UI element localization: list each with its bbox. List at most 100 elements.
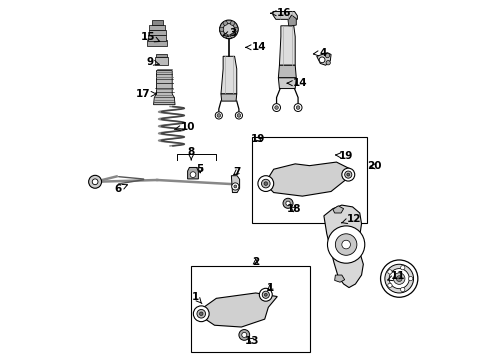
Text: 4: 4 (313, 48, 327, 58)
Polygon shape (279, 26, 295, 65)
Circle shape (347, 173, 350, 176)
Circle shape (286, 201, 290, 206)
Text: 14: 14 (246, 42, 267, 52)
Circle shape (275, 106, 278, 109)
Circle shape (220, 27, 224, 32)
Circle shape (230, 33, 235, 38)
Circle shape (409, 276, 413, 281)
Circle shape (234, 185, 237, 188)
Text: 19: 19 (251, 134, 265, 144)
Circle shape (265, 293, 267, 296)
Text: 1: 1 (267, 283, 274, 293)
Circle shape (197, 310, 205, 318)
Circle shape (335, 234, 357, 255)
Circle shape (388, 283, 392, 288)
Text: 19: 19 (336, 150, 353, 161)
Circle shape (342, 168, 355, 181)
Polygon shape (265, 162, 351, 196)
Text: 12: 12 (342, 214, 362, 224)
Circle shape (223, 21, 227, 25)
Text: 7: 7 (233, 167, 241, 177)
Bar (155, 57, 168, 65)
Circle shape (223, 33, 227, 38)
Text: 15: 15 (141, 32, 160, 42)
Text: 3: 3 (223, 28, 236, 38)
Text: 14: 14 (287, 78, 308, 88)
Circle shape (325, 53, 330, 58)
Bar (148, 35, 166, 41)
Bar (149, 25, 165, 31)
Circle shape (393, 273, 405, 284)
Text: 11: 11 (388, 271, 406, 281)
Polygon shape (221, 56, 237, 94)
Circle shape (190, 172, 196, 177)
Circle shape (237, 114, 241, 117)
Text: 5: 5 (196, 164, 204, 174)
Circle shape (294, 104, 302, 112)
Circle shape (401, 266, 405, 270)
Polygon shape (278, 65, 296, 78)
Text: 10: 10 (175, 122, 195, 132)
Circle shape (230, 21, 235, 25)
Circle shape (234, 27, 238, 32)
Circle shape (385, 264, 414, 293)
Circle shape (89, 175, 101, 188)
Circle shape (381, 260, 418, 297)
Circle shape (223, 24, 235, 35)
Circle shape (242, 332, 247, 337)
Polygon shape (288, 15, 296, 26)
Text: 8: 8 (188, 147, 195, 160)
Polygon shape (278, 78, 296, 89)
Bar (152, 21, 163, 25)
Circle shape (326, 60, 330, 65)
Circle shape (264, 182, 268, 185)
Circle shape (344, 171, 352, 178)
Circle shape (259, 288, 272, 301)
Text: 2: 2 (252, 257, 259, 267)
Circle shape (194, 306, 209, 321)
Polygon shape (273, 12, 297, 19)
Circle shape (319, 57, 325, 63)
Circle shape (262, 179, 270, 188)
Circle shape (388, 270, 392, 274)
Circle shape (401, 287, 405, 292)
Polygon shape (221, 94, 237, 101)
Bar (156, 54, 167, 57)
Circle shape (283, 198, 293, 208)
Circle shape (92, 179, 98, 185)
Circle shape (217, 114, 220, 117)
Circle shape (235, 112, 243, 119)
Text: 6: 6 (114, 184, 127, 194)
Circle shape (396, 276, 402, 282)
Circle shape (220, 20, 238, 39)
Text: 13: 13 (245, 336, 259, 346)
Bar (148, 30, 166, 36)
Text: 17: 17 (135, 89, 156, 99)
Circle shape (239, 329, 250, 340)
Polygon shape (200, 293, 277, 327)
Polygon shape (188, 167, 198, 179)
Circle shape (262, 291, 270, 298)
Polygon shape (317, 53, 331, 65)
Polygon shape (324, 205, 364, 288)
Bar (252, 137, 367, 223)
Circle shape (232, 183, 239, 190)
Circle shape (296, 106, 300, 109)
Circle shape (215, 112, 222, 119)
Circle shape (258, 176, 274, 192)
Circle shape (199, 312, 203, 316)
Circle shape (342, 240, 350, 249)
Polygon shape (153, 71, 175, 105)
Text: 20: 20 (368, 161, 382, 171)
Text: 1: 1 (192, 292, 202, 304)
Bar (147, 40, 167, 45)
Text: 9: 9 (147, 57, 159, 67)
Circle shape (389, 269, 409, 289)
Polygon shape (333, 206, 343, 213)
Polygon shape (335, 275, 344, 282)
Text: 18: 18 (287, 204, 302, 215)
Text: 16: 16 (271, 8, 291, 18)
Circle shape (272, 104, 280, 112)
Bar (191, 266, 310, 352)
Circle shape (327, 226, 365, 263)
